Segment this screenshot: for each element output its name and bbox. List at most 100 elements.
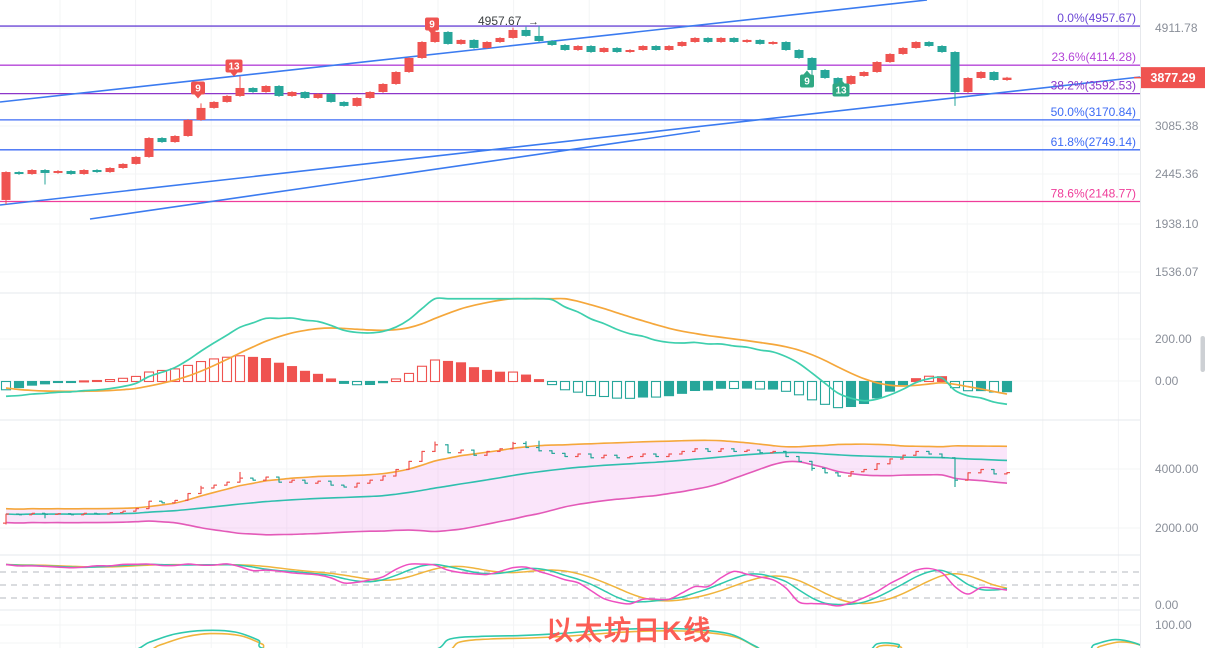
macd-hist-bar xyxy=(299,370,311,383)
candle xyxy=(677,41,687,47)
band-price-bar xyxy=(367,479,373,484)
macd-hist-bar xyxy=(572,380,584,393)
candle xyxy=(599,47,609,53)
band-price-bar xyxy=(653,453,659,458)
candle xyxy=(53,170,63,174)
candle-body xyxy=(937,46,947,53)
band-price-bar xyxy=(107,512,113,515)
macd-hist-bar xyxy=(13,380,25,389)
candle-body xyxy=(209,101,219,108)
td-badge-13[interactable]: 13 xyxy=(832,79,850,97)
band-price-bar xyxy=(198,485,204,495)
band-price-bar xyxy=(692,448,698,453)
high-price-arrow-icon: → xyxy=(528,16,539,28)
price-axis[interactable]: 4911.78 3085.38 2445.36 1938.10 1536.07 200.0… xyxy=(1140,0,1206,648)
band-mid-line xyxy=(5,451,1008,516)
trend-line xyxy=(0,76,1140,206)
macd-hist-bar xyxy=(117,377,129,383)
candle-body xyxy=(716,37,726,42)
band-price-bar xyxy=(848,471,854,477)
td-badge-13[interactable]: 13 xyxy=(225,59,243,77)
candle-body xyxy=(989,71,999,80)
macd-hist-bar xyxy=(91,379,103,383)
candle xyxy=(976,71,986,79)
stoch-k-line xyxy=(5,563,1008,607)
band-price-bar xyxy=(822,467,828,474)
candle-body xyxy=(638,46,648,51)
axis-strip xyxy=(1141,0,1206,648)
candle-body xyxy=(664,46,674,51)
td-badge-pointer xyxy=(194,94,202,99)
fib-label: 78.6%(2148.77) xyxy=(1051,187,1136,201)
td-badge-9[interactable]: 9 xyxy=(800,70,814,88)
candle-body xyxy=(534,35,544,41)
macd-hist-bar xyxy=(780,380,792,392)
band-price-bar xyxy=(874,463,880,471)
candle-body xyxy=(807,57,817,71)
axis-label: 1938.10 xyxy=(1155,217,1199,231)
macd-hist-bar xyxy=(481,369,493,383)
macd-hist-bar xyxy=(858,380,870,405)
candle xyxy=(287,91,297,97)
candle xyxy=(326,93,336,103)
macd-signal-line xyxy=(5,297,1008,395)
candle-body xyxy=(170,136,180,143)
candle xyxy=(508,27,518,39)
macd-hist-bar xyxy=(520,374,532,383)
td-badge-pointer xyxy=(803,70,811,75)
candle xyxy=(898,47,908,55)
band-price-bar xyxy=(835,472,841,477)
fib-label: 23.6%(4114.28) xyxy=(1051,50,1136,64)
band-price-bar xyxy=(640,453,646,458)
candle xyxy=(443,31,453,45)
candle xyxy=(40,169,50,185)
macd-hist-bar xyxy=(78,380,90,383)
macd-hist-bar xyxy=(442,360,454,383)
candle-body xyxy=(911,41,921,48)
td-badge-9[interactable]: 9 xyxy=(425,17,439,35)
band-price-bar xyxy=(120,510,126,514)
fib-label: 38.2%(3592.53) xyxy=(1051,79,1136,93)
scrollbar-thumb[interactable] xyxy=(1200,336,1206,372)
macd-hist-bar xyxy=(702,380,714,391)
band-price-bar xyxy=(133,508,139,512)
candle xyxy=(638,45,648,51)
band-price-bar xyxy=(146,500,152,510)
candle xyxy=(183,119,193,137)
axis-label: 3085.38 xyxy=(1155,119,1199,133)
candle-body xyxy=(508,29,518,38)
macd-hist-bar xyxy=(234,355,246,383)
candle-body xyxy=(339,101,349,106)
candle-body xyxy=(417,41,427,58)
band-price-bar xyxy=(406,460,412,471)
candle-body xyxy=(781,41,791,51)
candle xyxy=(365,91,375,99)
candle-body xyxy=(742,39,752,42)
candle-body xyxy=(599,47,609,53)
td-badge-9[interactable]: 9 xyxy=(191,81,205,99)
td-badge-box xyxy=(191,81,205,95)
candle-body xyxy=(196,107,206,120)
candle-body xyxy=(131,156,141,164)
band-price-bar xyxy=(159,500,165,504)
band-price-bar xyxy=(783,450,789,458)
band-price-bar xyxy=(315,480,321,484)
candle xyxy=(352,97,362,107)
candles xyxy=(1,26,1012,205)
candle-body xyxy=(924,41,934,47)
macd-hist-bar xyxy=(871,380,883,399)
candle-body xyxy=(27,170,37,174)
td-badge-text: 9 xyxy=(429,20,435,31)
candle-body xyxy=(794,50,804,58)
macd-hist-bar xyxy=(819,380,831,405)
candle-body xyxy=(846,75,856,84)
last-price-box xyxy=(1141,67,1205,89)
candle-body xyxy=(66,171,76,174)
band-price-bar xyxy=(627,455,633,459)
candle-body xyxy=(157,138,167,143)
macd-hist-bar xyxy=(533,379,545,383)
macd-hist-bar xyxy=(806,380,818,401)
candle xyxy=(989,71,999,81)
